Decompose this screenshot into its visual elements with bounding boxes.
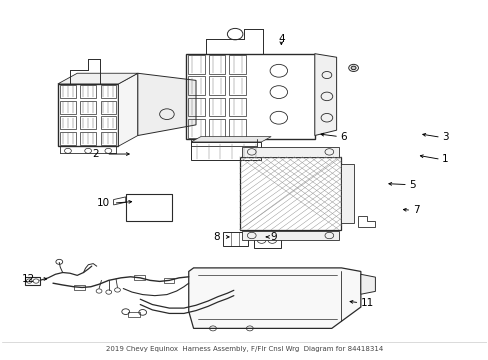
Bar <box>101 117 116 129</box>
Text: 5: 5 <box>408 180 415 190</box>
Text: 7: 7 <box>412 205 419 215</box>
Text: 8: 8 <box>213 232 220 242</box>
Text: 11: 11 <box>360 298 373 308</box>
Circle shape <box>350 66 355 70</box>
Bar <box>208 119 225 138</box>
Bar <box>101 85 116 98</box>
Polygon shape <box>360 274 375 294</box>
Polygon shape <box>138 73 196 135</box>
Bar <box>242 230 338 240</box>
Polygon shape <box>191 136 271 142</box>
Bar <box>81 101 96 114</box>
Bar <box>208 76 225 95</box>
Bar <box>229 119 245 138</box>
Bar <box>101 101 116 114</box>
Text: 3: 3 <box>442 132 448 142</box>
Bar <box>134 275 145 280</box>
Bar <box>186 54 314 139</box>
Bar <box>188 98 204 116</box>
Bar <box>188 76 204 95</box>
Text: 9: 9 <box>270 232 277 242</box>
Bar <box>25 277 40 285</box>
Bar <box>229 98 245 116</box>
Bar <box>163 278 174 283</box>
Text: 1: 1 <box>442 154 448 165</box>
Bar <box>229 55 245 73</box>
Bar <box>60 101 76 114</box>
Bar <box>60 117 76 129</box>
Bar <box>81 117 96 129</box>
Polygon shape <box>314 54 336 135</box>
Bar <box>229 76 245 95</box>
Bar <box>60 85 76 98</box>
Bar <box>208 98 225 116</box>
Bar <box>239 157 341 230</box>
Bar <box>188 55 204 73</box>
Polygon shape <box>58 73 138 84</box>
Bar <box>101 132 116 145</box>
Text: 10: 10 <box>97 198 109 208</box>
Bar <box>208 55 225 73</box>
Bar <box>81 85 96 98</box>
Bar <box>128 312 140 317</box>
Bar <box>81 132 96 145</box>
Bar <box>74 285 84 290</box>
Text: 2: 2 <box>92 149 98 159</box>
Bar <box>58 84 118 146</box>
Text: 12: 12 <box>21 274 35 284</box>
Bar <box>254 233 280 248</box>
Bar <box>222 232 247 246</box>
Bar <box>341 164 353 223</box>
Text: 4: 4 <box>278 35 284 44</box>
Bar <box>188 119 204 138</box>
Text: 2019 Chevy Equinox  Harness Assembly, F/Flr Cnsl Wrg  Diagram for 84418314: 2019 Chevy Equinox Harness Assembly, F/F… <box>106 346 382 352</box>
Text: 6: 6 <box>340 132 346 141</box>
Bar <box>60 132 76 145</box>
Bar <box>191 142 261 161</box>
Bar <box>242 147 338 157</box>
Polygon shape <box>188 268 360 328</box>
Bar <box>125 194 171 221</box>
Polygon shape <box>118 73 138 146</box>
